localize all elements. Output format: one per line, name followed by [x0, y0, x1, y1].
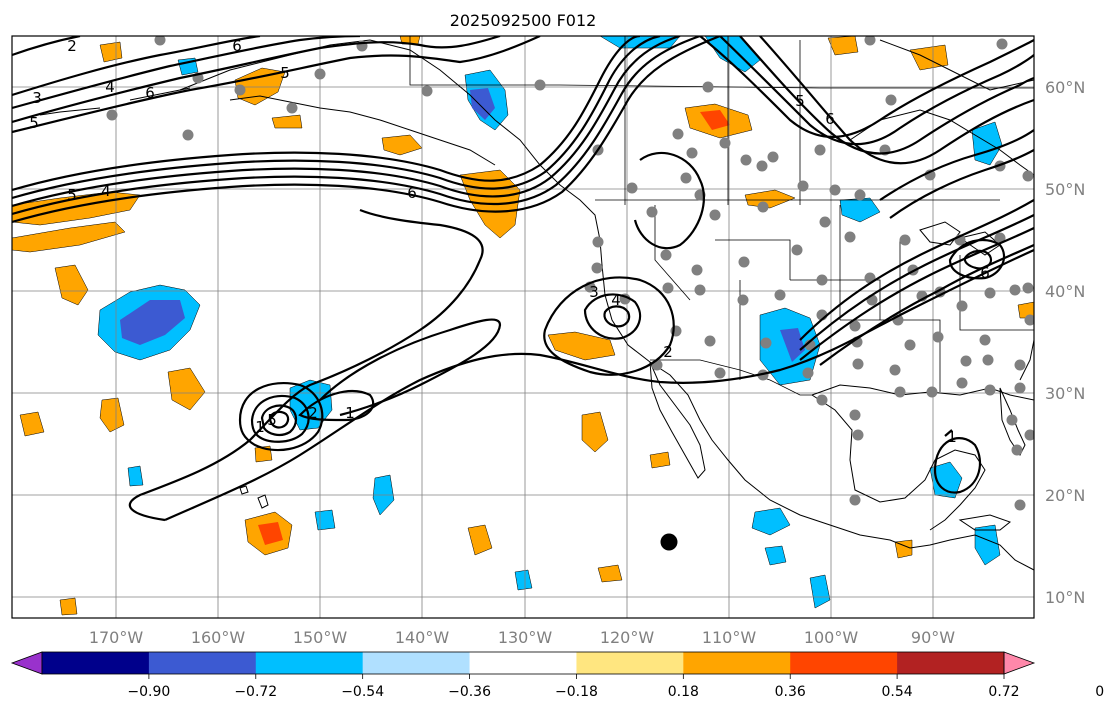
lon-label: 170°W: [89, 628, 144, 647]
graticule: [12, 36, 1034, 618]
marker-dot: [660, 533, 678, 551]
lat-label: 20°N: [1045, 486, 1085, 505]
colorbar-tick-label: 0.54: [882, 684, 913, 700]
colorbar-segment: [255, 652, 364, 674]
colorbar-segment: [897, 652, 1005, 674]
colorbar-extension-low: [10, 651, 43, 675]
contour-label-group: 2 6 5 3 4 5 6 5 4 6 5 6 3 4 2 1 5 2 1 6 …: [29, 37, 990, 446]
colorbar-extension-high: [1003, 651, 1036, 675]
lon-label: 130°W: [498, 628, 553, 647]
colorbar-segment: [469, 652, 577, 674]
lon-label: 90°W: [911, 628, 955, 647]
colorbar-segment: [362, 652, 471, 674]
colorbar-tick-label: 0.18: [668, 684, 699, 700]
station-markers: [106, 36, 1034, 511]
contour-label: 3: [32, 89, 42, 107]
contour-label: 6: [232, 37, 242, 55]
colorbar-tick-label: 0.36: [775, 684, 806, 700]
contour-label: 5: [67, 186, 77, 204]
colorbar: −0.90 −0.72 −0.54 −0.36 −0.18 0.18 0.36 0.54 0.7…: [10, 651, 1105, 700]
lat-label: 50°N: [1045, 180, 1085, 199]
contour-lines: [12, 36, 1034, 522]
colorbar-tick-label: −0.54: [341, 684, 384, 700]
lon-label: 100°W: [804, 628, 859, 647]
colorbar-tick-label: 0.72: [988, 684, 1019, 700]
contour-label: 4: [101, 182, 111, 200]
contour-label: 1: [255, 418, 265, 436]
contour-label: 2: [663, 343, 673, 361]
colorbar-tick-label: −0.72: [234, 684, 277, 700]
contour-label: 6: [407, 184, 417, 202]
colorbar-tick-label: −0.18: [555, 684, 598, 700]
contour-label: 2: [308, 404, 318, 422]
colorbar-segment: [42, 652, 150, 674]
lat-label: 40°N: [1045, 282, 1085, 301]
colorbar-tick-label: −0.36: [448, 684, 491, 700]
lat-label: 30°N: [1045, 384, 1085, 403]
contour-label: 5: [267, 411, 277, 429]
positive-shading: [12, 36, 1034, 616]
contour-label: 1: [345, 404, 355, 422]
map-title: 2025092500 F012: [450, 11, 597, 30]
colorbar-outline: [41, 651, 1005, 675]
map-frame: [11, 35, 1035, 619]
contour-label: 5: [795, 92, 805, 110]
colorbar-tick-label: 0.90: [1095, 684, 1105, 700]
lon-label: 140°W: [395, 628, 450, 647]
contour-label: 5: [280, 64, 290, 82]
contour-label: 3: [589, 283, 599, 301]
lat-label: 10°N: [1045, 588, 1085, 607]
longitude-labels: 170°W 160°W 150°W 140°W 130°W 120°W 110°…: [89, 628, 955, 647]
contour-label: 6: [825, 110, 835, 128]
latitude-labels: 60°N 50°N 40°N 30°N 20°N 10°N: [1045, 78, 1085, 607]
contour-label: 2: [67, 37, 77, 55]
contour-label: 6: [145, 84, 155, 102]
colorbar-segment: [576, 652, 684, 674]
contour-label: 4: [611, 291, 621, 309]
colorbar-segment: [790, 652, 898, 674]
contour-label: 1: [947, 428, 957, 446]
lon-label: 160°W: [191, 628, 246, 647]
coastlines: [39, 39, 1034, 571]
contour-label: 4: [105, 78, 115, 96]
colorbar-segment: [683, 652, 791, 674]
contour-label: 5: [29, 114, 39, 132]
lon-label: 110°W: [702, 628, 757, 647]
lon-label: 150°W: [293, 628, 348, 647]
colorbar-tick-label: −0.90: [127, 684, 170, 700]
contour-label: 6: [980, 264, 990, 282]
lon-label: 120°W: [600, 628, 655, 647]
colorbar-segment: [148, 652, 257, 674]
lat-label: 60°N: [1045, 78, 1085, 97]
